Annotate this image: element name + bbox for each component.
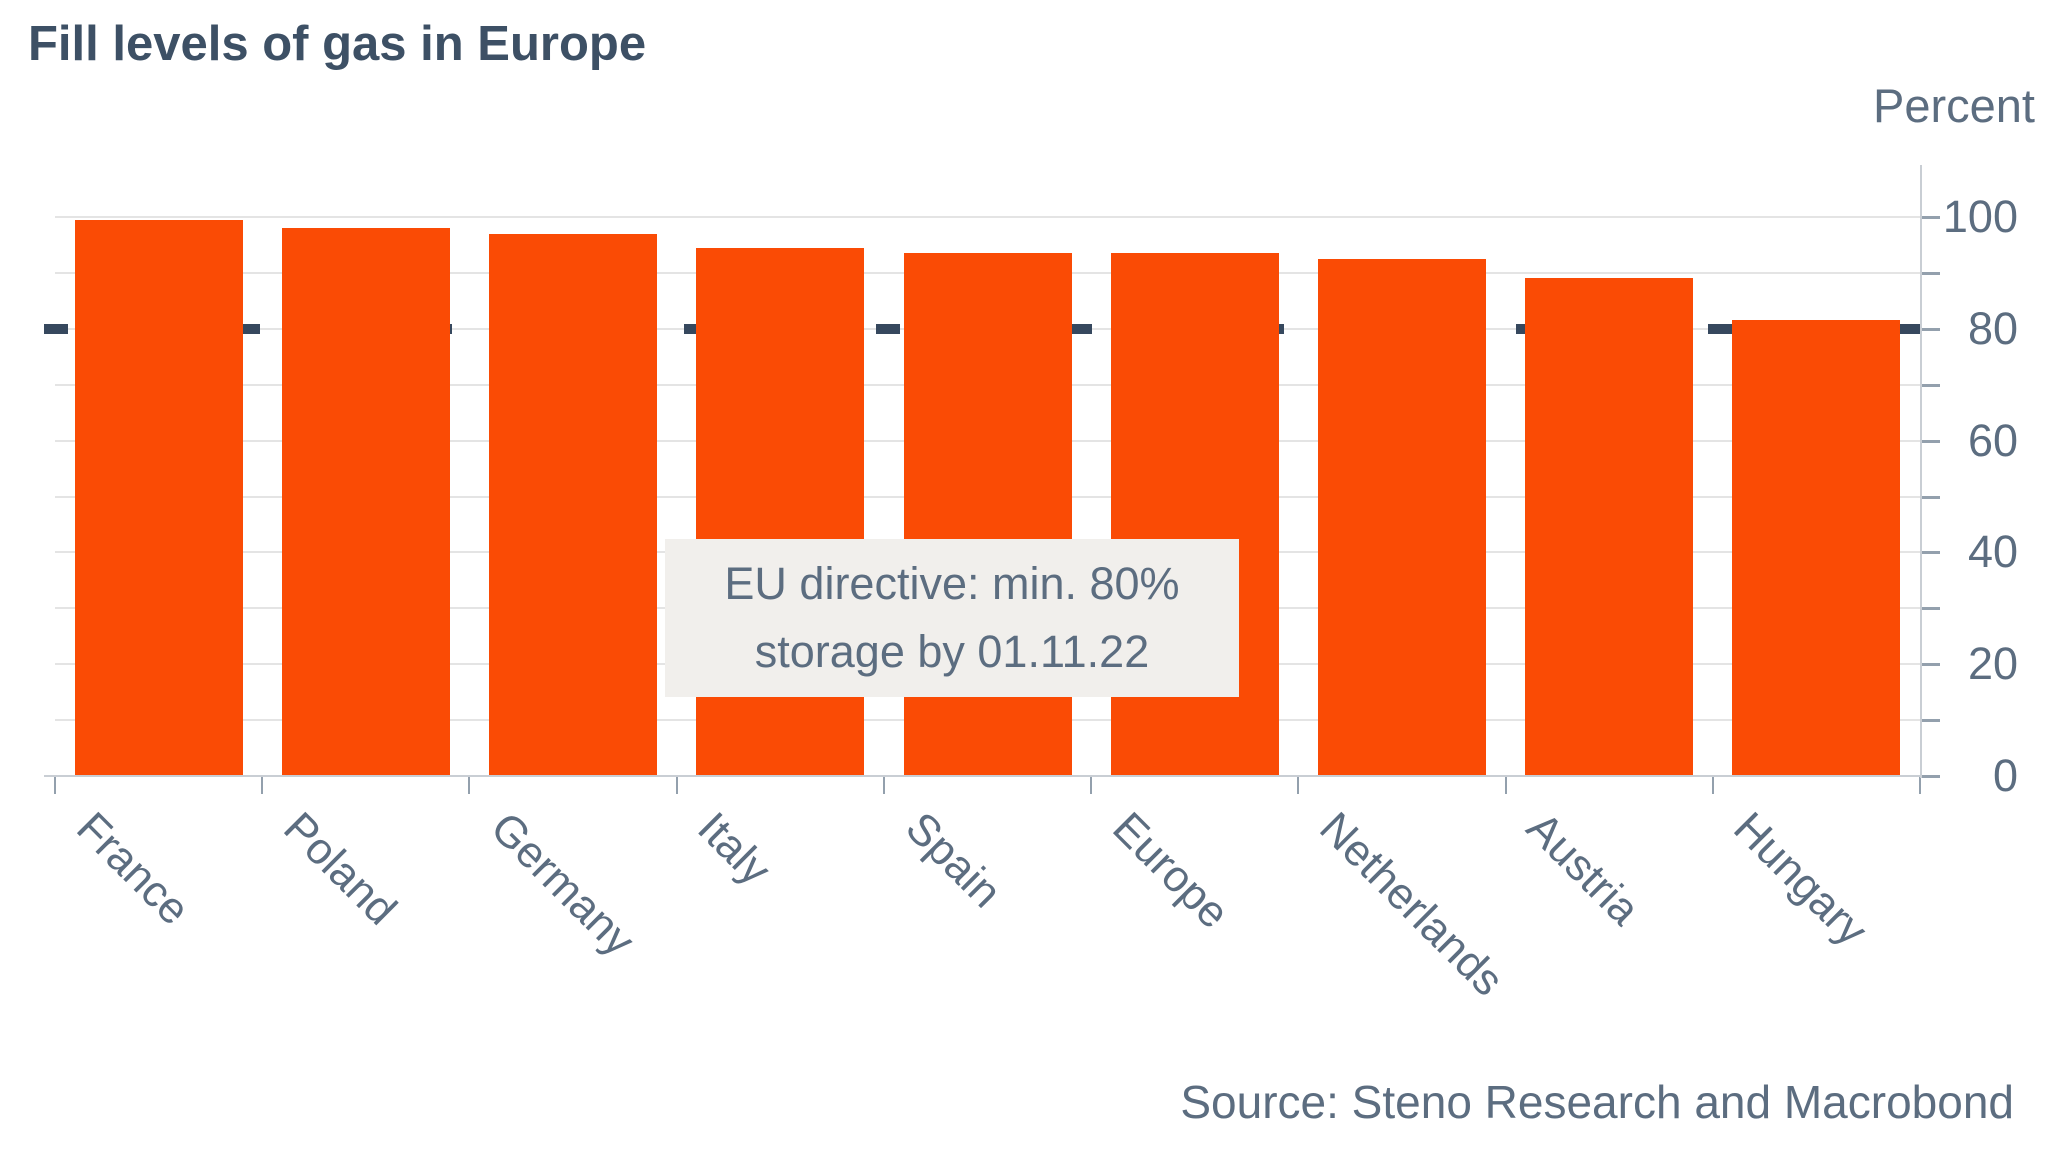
bar-france[interactable]	[74, 219, 243, 776]
x-label-italy: Italy	[688, 803, 781, 895]
y-axis-tick-70	[1922, 383, 1940, 387]
y-axis-unit-label: Percent	[1873, 79, 2035, 132]
y-tick-label-0: 0	[1992, 750, 2018, 801]
y-axis-tick-10	[1922, 719, 1940, 723]
bar-poland[interactable]	[281, 228, 450, 776]
y-tick-label-100: 100	[1942, 191, 2018, 242]
directive-annotation: EU directive: min. 80% storage by 01.11.…	[665, 539, 1239, 697]
x-axis-line	[44, 775, 1922, 777]
y-axis-tick-30	[1922, 607, 1940, 611]
x-axis-tick	[675, 777, 678, 794]
y-tick-label-20: 20	[1967, 638, 2018, 690]
y-axis-line	[1920, 165, 1922, 778]
x-axis-tick	[1090, 777, 1093, 794]
x-label-netherlands: Netherlands	[1310, 803, 1513, 1006]
y-axis-tick-60	[1922, 439, 1940, 443]
x-axis-tick	[1297, 777, 1300, 794]
y-tick-label-60: 60	[1967, 414, 2018, 466]
x-label-europe: Europe	[1103, 803, 1239, 938]
y-tick-label-40: 40	[1967, 526, 2018, 578]
x-axis-tick	[1711, 777, 1714, 794]
bar-spain[interactable]	[903, 253, 1072, 776]
bar-netherlands[interactable]	[1317, 258, 1486, 776]
y-axis-tick-80	[1922, 327, 1940, 331]
x-label-austria: Austria	[1517, 803, 1649, 935]
chart-title: Fill levels of gas in Europe	[28, 17, 647, 71]
x-axis-tick	[54, 777, 56, 794]
bar-europe[interactable]	[1110, 253, 1279, 776]
x-label-poland: Poland	[274, 803, 406, 935]
x-axis-tick	[261, 777, 264, 794]
x-axis-tick	[468, 777, 471, 794]
x-axis-tick	[1504, 777, 1507, 794]
directive-annotation-line2: storage by 01.11.22	[754, 626, 1150, 677]
y-axis-tick-90	[1922, 271, 1940, 275]
y-axis-tick-50	[1922, 495, 1940, 499]
x-label-germany: Germany	[481, 803, 645, 966]
x-axis-tick	[1919, 777, 1921, 794]
y-axis-tick-100	[1922, 216, 1940, 219]
x-axis-tick	[882, 777, 885, 794]
source-credit: Source: Steno Research and Macrobond	[1180, 1076, 2014, 1128]
x-label-france: France	[66, 803, 199, 935]
bar-austria[interactable]	[1525, 278, 1694, 776]
gridline-100	[55, 216, 1920, 218]
bar-hungary[interactable]	[1732, 320, 1901, 776]
x-label-hungary: Hungary	[1724, 803, 1877, 956]
y-tick-label-80: 80	[1967, 302, 2018, 354]
directive-annotation-line1: EU directive: min. 80%	[724, 558, 1180, 609]
y-axis-tick-40	[1922, 551, 1940, 555]
x-label-spain: Spain	[895, 803, 1011, 918]
y-axis-tick-0	[1922, 775, 1940, 778]
y-axis-tick-20	[1922, 663, 1940, 667]
bar-germany[interactable]	[489, 233, 658, 776]
